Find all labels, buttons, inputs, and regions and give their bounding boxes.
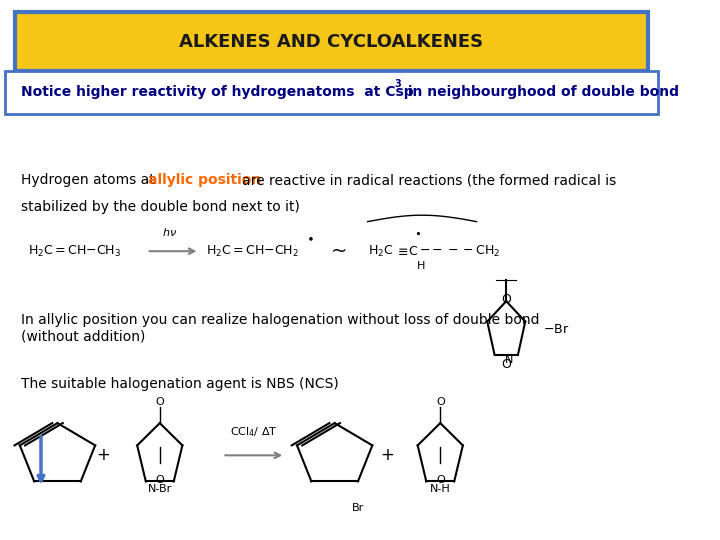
Text: h$\nu$: h$\nu$ bbox=[162, 226, 177, 238]
Text: Hydrogen atoms at: Hydrogen atoms at bbox=[21, 173, 159, 187]
Text: +: + bbox=[96, 447, 111, 464]
Text: $\bullet$: $\bullet$ bbox=[306, 231, 314, 244]
Text: $\bullet$: $\bullet$ bbox=[414, 227, 421, 238]
Text: C: C bbox=[408, 245, 417, 258]
Text: 3: 3 bbox=[395, 79, 402, 89]
Text: Br: Br bbox=[352, 503, 364, 513]
Text: in neighbourghood of double bond: in neighbourghood of double bond bbox=[402, 85, 679, 99]
Text: allylic position: allylic position bbox=[148, 173, 261, 187]
Text: The suitable halogenation agent is NBS (NCS): The suitable halogenation agent is NBS (… bbox=[21, 377, 339, 392]
Text: O: O bbox=[436, 475, 445, 484]
Text: H$_2$C: H$_2$C bbox=[368, 244, 393, 259]
Text: N-Br: N-Br bbox=[148, 484, 172, 495]
Text: $\equiv$: $\equiv$ bbox=[395, 245, 409, 258]
Text: ALKENES AND CYCLOALKENES: ALKENES AND CYCLOALKENES bbox=[179, 33, 483, 51]
Text: N-H: N-H bbox=[430, 484, 451, 495]
Text: In allylic position you can realize halogenation without loss of double bond
(wi: In allylic position you can realize halo… bbox=[21, 313, 540, 343]
Text: H: H bbox=[416, 261, 425, 271]
Text: O: O bbox=[156, 396, 164, 407]
Text: O: O bbox=[501, 357, 511, 370]
Text: H$_2$C$=$CH$-$CH$_2$: H$_2$C$=$CH$-$CH$_2$ bbox=[206, 244, 299, 259]
FancyBboxPatch shape bbox=[5, 71, 658, 114]
Text: O: O bbox=[156, 475, 164, 484]
Text: N: N bbox=[505, 355, 514, 365]
Text: H$_2$C$=$CH$-$CH$_3$: H$_2$C$=$CH$-$CH$_3$ bbox=[28, 244, 121, 259]
Text: O: O bbox=[501, 293, 511, 306]
Text: +: + bbox=[381, 447, 395, 464]
FancyBboxPatch shape bbox=[14, 12, 648, 71]
Text: $----$CH$_2$: $----$CH$_2$ bbox=[419, 244, 500, 259]
Text: Notice higher reactivity of hydrogenatoms  at Csp: Notice higher reactivity of hydrogenatom… bbox=[21, 85, 414, 99]
Text: are reactive in radical reactions (the formed radical is: are reactive in radical reactions (the f… bbox=[242, 173, 616, 187]
Text: $-$Br: $-$Br bbox=[543, 322, 569, 335]
Text: O: O bbox=[436, 396, 445, 407]
Text: stabilized by the double bond next to it): stabilized by the double bond next to it… bbox=[21, 200, 300, 214]
Text: ~: ~ bbox=[331, 242, 348, 261]
Text: CCl$_4$/ $\Delta$T: CCl$_4$/ $\Delta$T bbox=[230, 426, 277, 439]
